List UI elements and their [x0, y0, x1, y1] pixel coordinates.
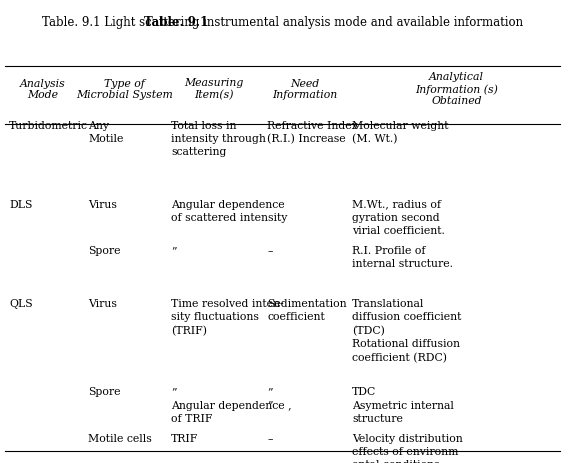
- Text: Table. 9.1: Table. 9.1: [144, 16, 208, 29]
- Text: Velocity distribution
effects of environm-
ental conditions: Velocity distribution effects of environ…: [352, 433, 463, 463]
- Text: Virus: Virus: [88, 299, 117, 309]
- Text: Molecular weight
(M. Wt.): Molecular weight (M. Wt.): [352, 120, 449, 144]
- Text: Turbidometric: Turbidometric: [9, 120, 88, 131]
- Text: Angular dependence
of scattered intensity: Angular dependence of scattered intensit…: [171, 199, 288, 222]
- Text: Spore: Spore: [88, 387, 121, 397]
- Text: Motile cells: Motile cells: [88, 433, 152, 443]
- Text: Table. 9.1 Light scattering instrumental analysis mode and available information: Table. 9.1 Light scattering instrumental…: [42, 16, 523, 29]
- Text: Refractive Index
(R.I.) Increase: Refractive Index (R.I.) Increase: [267, 120, 358, 144]
- Text: Type of
Microbial System: Type of Microbial System: [76, 78, 173, 100]
- Text: DLS: DLS: [9, 199, 32, 209]
- Text: TDC
Asymetric internal
structure: TDC Asymetric internal structure: [352, 387, 454, 423]
- Text: –: –: [267, 245, 273, 256]
- Text: Spore: Spore: [88, 245, 121, 256]
- Text: ”
”: ” ”: [267, 387, 273, 410]
- Text: TRIF: TRIF: [171, 433, 198, 443]
- Text: Need
Information: Need Information: [272, 78, 338, 100]
- Text: ”: ”: [171, 245, 177, 256]
- Text: Measuring
Item(s): Measuring Item(s): [184, 78, 244, 100]
- Text: ”
Angular dependence ,
of TRIF: ” Angular dependence , of TRIF: [171, 387, 292, 423]
- Text: Total loss in
intensity through
scattering: Total loss in intensity through scatteri…: [171, 120, 266, 156]
- Text: Analytical
Information (s)
Obtained: Analytical Information (s) Obtained: [415, 72, 498, 106]
- Text: Any
Motile: Any Motile: [88, 120, 124, 144]
- Text: Translational
diffusion coefficient
(TDC)
Rotational diffusion
coefficient (RDC): Translational diffusion coefficient (TDC…: [352, 299, 462, 362]
- Text: Sedimentation
coefficient: Sedimentation coefficient: [267, 299, 347, 322]
- Text: M.Wt., radius of
gyration second
virial coefficient.: M.Wt., radius of gyration second virial …: [352, 199, 445, 235]
- Text: Analysis
Mode: Analysis Mode: [20, 78, 65, 100]
- Text: Virus: Virus: [88, 199, 117, 209]
- Text: Time resolved inten-
sity fluctuations
(TRIF): Time resolved inten- sity fluctuations (…: [171, 299, 284, 335]
- Text: QLS: QLS: [9, 299, 33, 309]
- Text: –: –: [267, 433, 273, 443]
- Text: R.I. Profile of
internal structure.: R.I. Profile of internal structure.: [352, 245, 453, 269]
